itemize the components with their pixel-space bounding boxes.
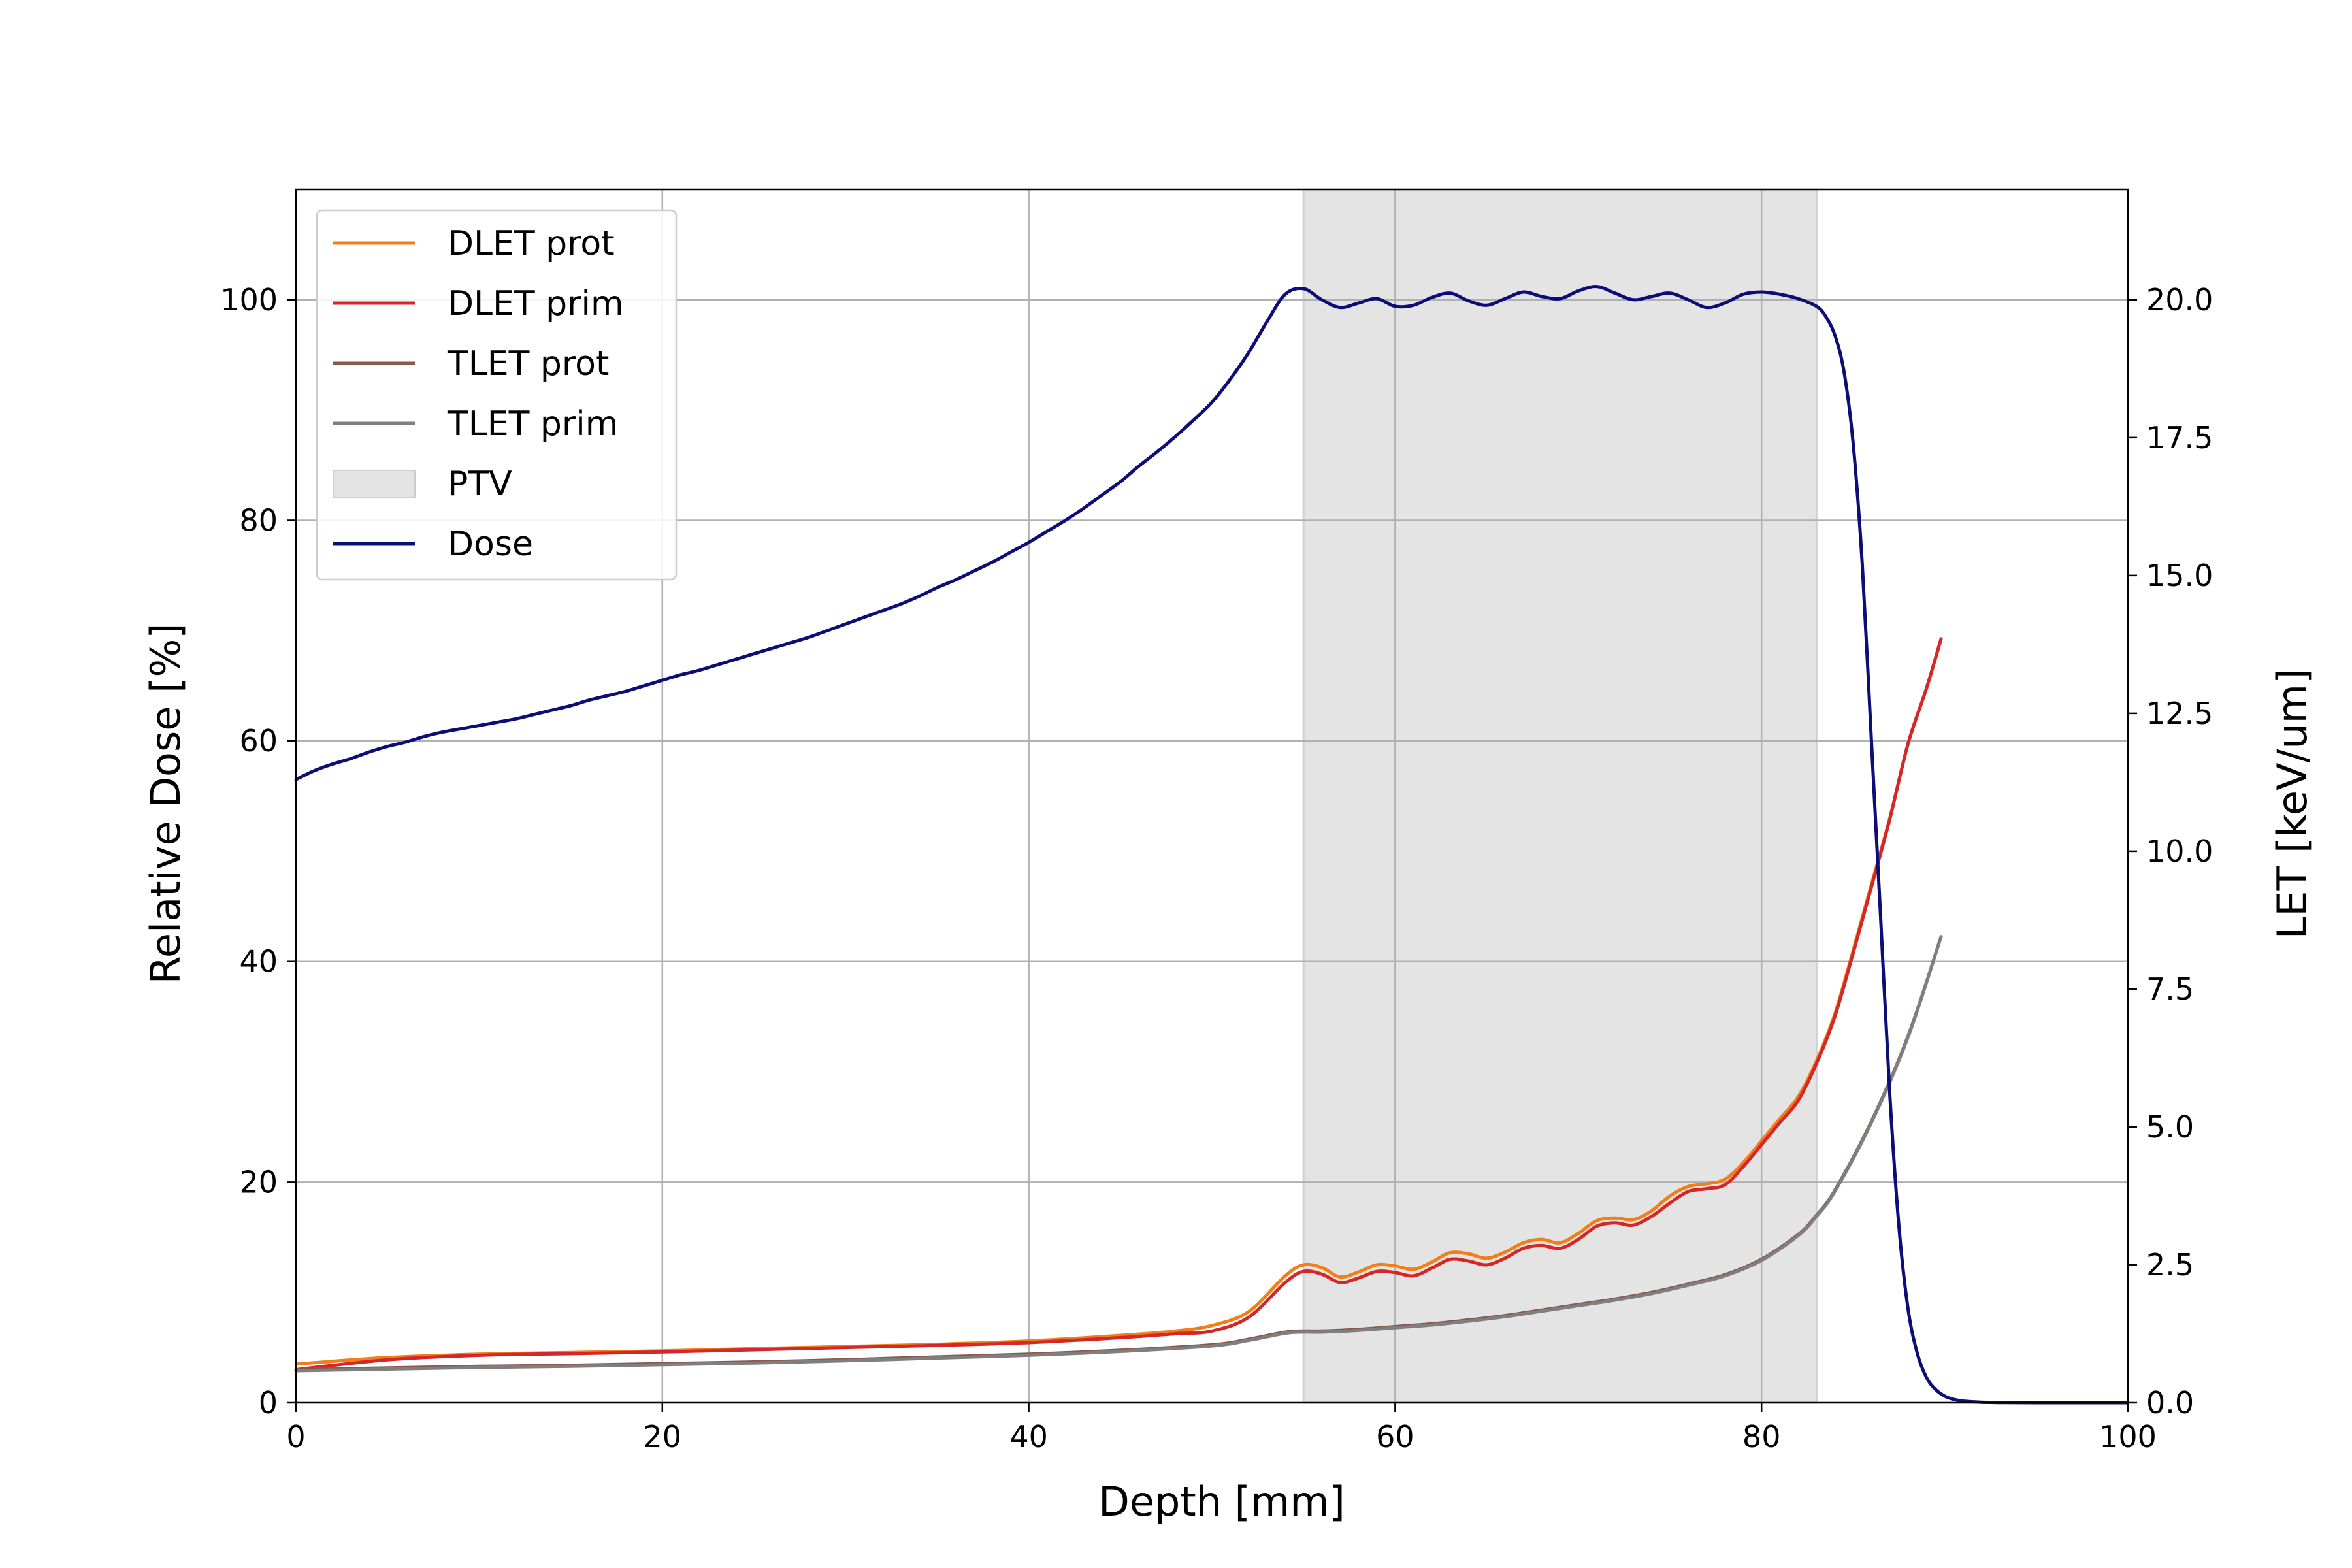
y2-tick-label: 12.5 <box>2146 696 2213 731</box>
y2-tick-label: 10.0 <box>2146 834 2213 869</box>
y2-tick-label: 7.5 <box>2146 972 2194 1007</box>
y-tick-label: 100 <box>220 282 278 318</box>
legend-label-dose: Dose <box>448 525 533 564</box>
legend-label-ptv: PTV <box>448 465 512 504</box>
y-tick-label: 20 <box>239 1164 278 1200</box>
y2-tick-label: 5.0 <box>2146 1109 2194 1145</box>
legend-label-tlet-prim: TLET prim <box>447 404 618 444</box>
series-line-dose <box>294 285 2130 1405</box>
legend-label-dlet-prim: DLET prim <box>448 284 624 323</box>
y-tick-label: 80 <box>239 502 278 538</box>
series-line-tlet-prim <box>294 935 1943 1373</box>
x-tick-label: 0 <box>286 1419 305 1454</box>
ptv-band <box>1302 188 1818 1404</box>
legend-swatch-ptv <box>333 470 416 498</box>
x-tick-label: 60 <box>1376 1419 1414 1454</box>
x-tick-label: 40 <box>1009 1419 1048 1454</box>
x-tick-label: 100 <box>2099 1419 2157 1454</box>
x-tick-label: 80 <box>1742 1419 1781 1454</box>
x-axis-title: Depth [mm] <box>1098 1478 1345 1526</box>
series-line-dlet-prim <box>294 637 1943 1371</box>
y2-tick-label: 15.0 <box>2146 558 2213 593</box>
y-tick-label: 40 <box>239 944 278 979</box>
legend-label-dlet-prot: DLET prot <box>448 224 615 263</box>
y2-tick-label: 2.5 <box>2146 1247 2194 1282</box>
y-tick-label: 60 <box>239 723 278 759</box>
plot-frame <box>295 188 2129 1404</box>
y2-tick-label: 0.0 <box>2146 1385 2194 1420</box>
y2-tick-label: 20.0 <box>2146 282 2213 318</box>
y-axis-title: Relative Dose [%] <box>142 623 189 985</box>
x-tick-label: 20 <box>644 1419 682 1454</box>
y-tick-label: 0 <box>259 1385 278 1420</box>
y2-axis-title: LET [keV/um] <box>2268 668 2316 939</box>
legend-label-tlet-prot: TLET prot <box>447 344 609 384</box>
y2-tick-label: 17.5 <box>2146 420 2213 455</box>
legend: DLET prot DLET prim TLET prot TLET prim … <box>316 209 678 581</box>
